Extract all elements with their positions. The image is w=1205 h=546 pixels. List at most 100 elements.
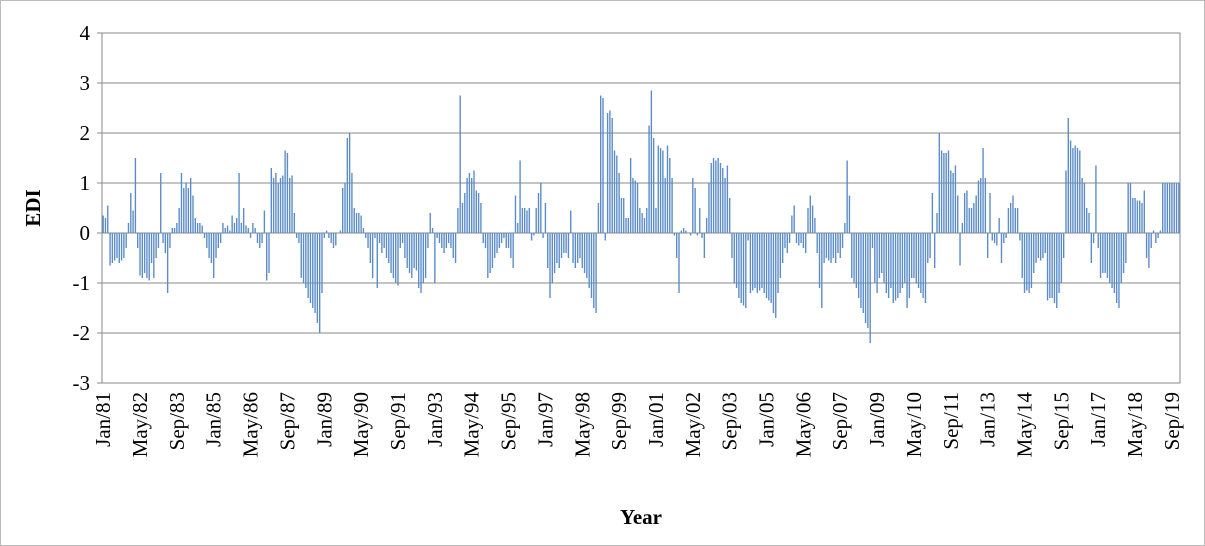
bar [521, 208, 524, 233]
bar [510, 233, 512, 258]
bar [328, 233, 330, 238]
bar [717, 158, 719, 233]
bar [339, 230, 342, 233]
bar [261, 233, 263, 243]
bar [388, 233, 390, 263]
bar [466, 178, 468, 233]
bar [314, 233, 316, 313]
bar [143, 233, 146, 273]
bar [284, 150, 286, 233]
bar [1171, 183, 1173, 233]
bar [590, 233, 593, 298]
bar [572, 233, 574, 263]
x-tick-label: Jan/97 [533, 392, 557, 447]
bar [300, 233, 302, 278]
bar [533, 233, 535, 236]
bar [1053, 233, 1056, 303]
bar [321, 233, 323, 293]
bar [807, 208, 809, 233]
bar [270, 168, 272, 233]
bar [413, 233, 415, 268]
bar [655, 208, 657, 233]
bar [194, 218, 196, 233]
bar [418, 233, 420, 288]
bar [473, 170, 475, 233]
bar [1109, 233, 1111, 283]
bar [947, 150, 950, 233]
bar [595, 233, 597, 313]
bar [348, 133, 351, 233]
bar [166, 233, 169, 293]
bar [1092, 233, 1095, 243]
bar [910, 233, 913, 278]
bar [1155, 233, 1157, 243]
bar [878, 233, 881, 278]
bar [397, 233, 399, 286]
bar [289, 178, 291, 233]
bar [408, 233, 411, 273]
bar [963, 193, 966, 233]
bar [528, 208, 530, 233]
bar [381, 233, 383, 253]
bar [641, 213, 643, 233]
bar [922, 233, 924, 298]
bar [1026, 233, 1028, 291]
bar [116, 233, 118, 258]
bar [226, 225, 229, 233]
bar [1039, 233, 1042, 261]
bar [752, 233, 754, 291]
bar [514, 195, 517, 233]
bar [567, 233, 570, 258]
bar [689, 233, 692, 236]
bar [669, 158, 671, 233]
bar [1088, 213, 1090, 233]
bar [931, 193, 934, 233]
bar [277, 183, 279, 233]
bar [401, 233, 404, 243]
bar [593, 233, 595, 308]
bar [821, 233, 823, 308]
bar [864, 233, 867, 323]
bar [461, 203, 464, 233]
bar [150, 233, 153, 263]
bar [982, 148, 984, 233]
bar [445, 233, 448, 248]
bar [298, 233, 300, 243]
plot-frame [101, 32, 1181, 384]
bar [556, 233, 558, 263]
bar [694, 188, 696, 233]
bar [325, 230, 328, 233]
bar [500, 233, 503, 243]
bar [1065, 170, 1067, 233]
y-axis-label: EDI [21, 189, 45, 226]
bar [178, 208, 180, 233]
bar [489, 233, 491, 273]
bar [761, 233, 763, 288]
bar [245, 225, 247, 233]
bar [897, 233, 899, 298]
bar [173, 228, 176, 233]
bar [1010, 203, 1012, 233]
bar [323, 233, 325, 238]
bar [977, 180, 980, 233]
bar [583, 233, 586, 273]
bar [1150, 233, 1152, 248]
bar [883, 233, 885, 283]
bar [1097, 233, 1099, 248]
bar [155, 233, 157, 258]
bar [1021, 233, 1023, 278]
bar [376, 233, 378, 288]
bar [643, 218, 646, 233]
bar [240, 223, 243, 233]
bar [171, 228, 173, 233]
bar [745, 233, 747, 308]
bar [705, 218, 708, 233]
bar [231, 215, 233, 233]
bar [316, 233, 319, 323]
bar [623, 198, 625, 233]
bar [915, 233, 917, 283]
bar [498, 233, 501, 248]
bar [360, 215, 362, 233]
bar [1145, 233, 1148, 258]
bar [560, 233, 563, 258]
